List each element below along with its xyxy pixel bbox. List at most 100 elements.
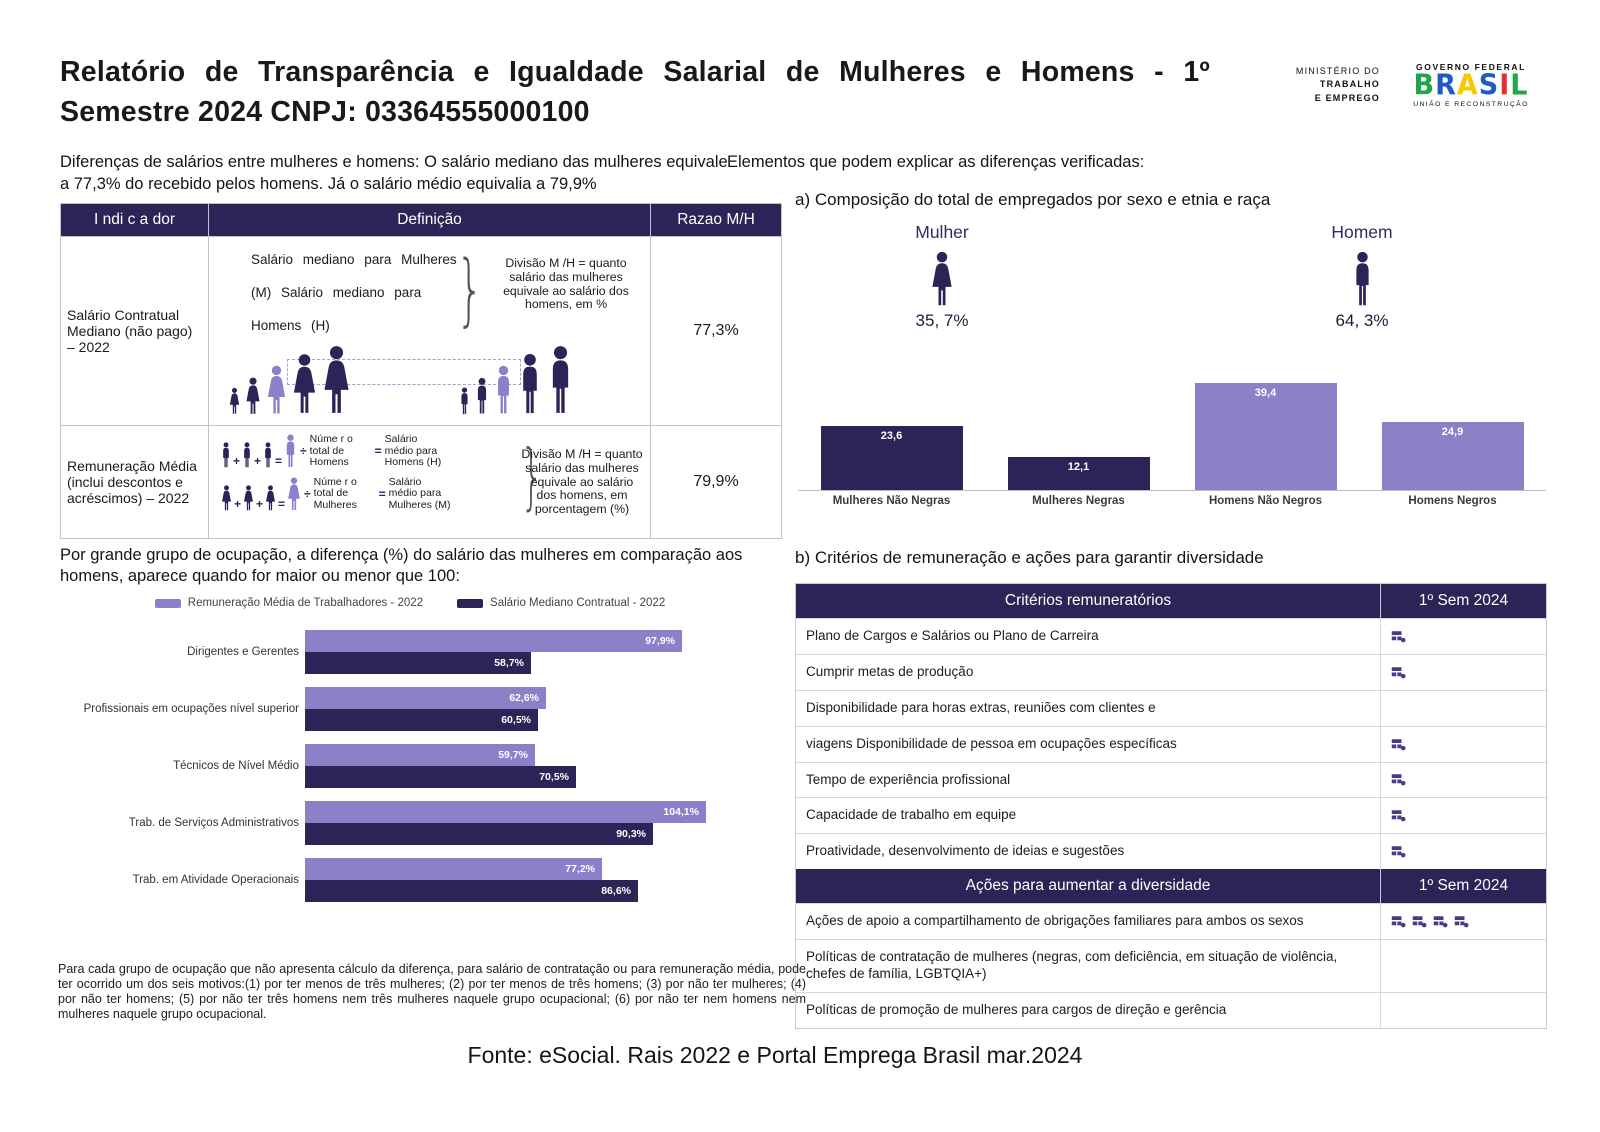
bar: 24,9 <box>1381 422 1524 490</box>
man-icon <box>547 345 574 415</box>
criteria-label: Proatividade, desenvolvimento de ideias … <box>796 834 1381 870</box>
women-pictogram-group <box>229 345 351 415</box>
definition-cell: + + = ÷ Núme r o total de Homens = Salário… <box>209 426 651 538</box>
men-pictogram-group <box>459 345 574 415</box>
table-row: Capacidade de trabalho em equipe <box>796 797 1546 834</box>
women-icons: + + = <box>221 477 301 511</box>
table-row: Políticas de contratação de mulheres (ne… <box>796 939 1546 992</box>
table-row: Proatividade, desenvolvimento de ideias … <box>796 833 1546 870</box>
legend-item: Remuneração Média de Trabalhadores - 202… <box>154 597 423 609</box>
criteria-marks <box>1381 763 1546 798</box>
bar: 86,6% <box>305 880 638 902</box>
chart-group-row: Profissionais em ocupações nível superio… <box>60 687 800 731</box>
equation-result: Salário médio para Homens (H) <box>384 433 442 469</box>
mulher-label: Mulher <box>915 222 969 242</box>
criteria-label: Ações de apoio a compartilhamento de obr… <box>796 904 1381 939</box>
man-icon <box>221 442 231 468</box>
chart-plot-area: 23,6 12,1 39,4 24,9 <box>798 368 1546 491</box>
definition-line: (M) Salário mediano para <box>251 284 422 300</box>
footnote-text: Para cada grupo de ocupação que não apre… <box>58 962 806 1021</box>
bar-value-label: 60,5% <box>501 714 531 726</box>
section-header-period: 1º Sem 2024 <box>1418 592 1509 609</box>
bar-column: 39,4 <box>1172 383 1359 490</box>
group-bars: 59,7% 70,5% <box>305 744 800 788</box>
bar: 58,7% <box>305 652 531 674</box>
bar: 60,5% <box>305 709 538 731</box>
criteria-marks <box>1381 655 1546 690</box>
brace-glyph: } <box>456 245 484 335</box>
equation-mulheres: + + = ÷ Núme r o total de Mulheres = Salár… <box>221 475 511 512</box>
equals-sign: = <box>278 496 286 511</box>
definition-cell: Salário mediano para Mulheres (M) Salári… <box>209 237 651 425</box>
page-title: Relatório de Transparência e Igualdade S… <box>60 56 1210 129</box>
intro-text-right: Elementos que podem explicar as diferenç… <box>727 153 1145 171</box>
mulher-value: 35, 7% <box>915 311 969 330</box>
indicator-table-header: I ndi c a dor Definição Razao M/H <box>61 204 781 236</box>
bar-column: 23,6 <box>798 426 985 490</box>
bar-value-label: 70,5% <box>539 771 569 783</box>
woman-icon <box>229 387 240 415</box>
criteria-check-icon <box>1391 844 1406 859</box>
criteria-label: Políticas de promoção de mulheres para c… <box>796 992 1381 1028</box>
ministry-line2: TRABALHO <box>1319 79 1380 90</box>
section-header-label: Ações para aumentar a diversidade <box>796 869 1381 904</box>
bar-value-label: 39,4 <box>1254 387 1277 399</box>
criteria-marks <box>1381 619 1546 654</box>
equals-sign: = <box>275 454 283 469</box>
criteria-marks <box>1381 993 1546 1028</box>
criteria-table: Critérios remuneratórios 1º Sem 2024 Plano… <box>795 583 1547 1029</box>
ratio-value: 77,3% <box>693 322 739 339</box>
table-row: Cumprir metas de produção <box>796 653 1546 690</box>
criteria-marks <box>1381 940 1546 992</box>
criteria-check-icon <box>1391 914 1406 929</box>
header-definicao: Definição <box>209 204 651 236</box>
brasil-letter: S <box>1478 69 1500 102</box>
bar: 39,4 <box>1194 383 1337 490</box>
woman-icon <box>266 365 287 415</box>
woman-icon <box>243 485 254 511</box>
table-row: Plano de Cargos e Salários ou Plano de C… <box>796 618 1546 654</box>
chart-category-labels: Mulheres Não Negras Mulheres Negras Homens… <box>798 495 1546 507</box>
occupation-chart-legend: Remuneração Média de Trabalhadores - 202… <box>60 597 760 609</box>
ratio-value: 79,9% <box>693 473 739 490</box>
criteria-section-header: Critérios remuneratórios 1º Sem 2024 <box>796 584 1546 618</box>
ministry-logo: MINISTÉRIO DO TRABALHO E EMPREGO <box>1268 65 1380 106</box>
bar: 59,7% <box>305 744 535 766</box>
bar: 70,5% <box>305 766 576 788</box>
bar-value-label: 23,6 <box>880 430 903 442</box>
table-row: Salário Contratual Mediano (não pago) – … <box>61 236 781 425</box>
bar: 97,9% <box>305 630 682 652</box>
gov-logo-bottom-text: UNIÃO E RECONSTRUÇÃO <box>1413 101 1529 109</box>
bar-value-label: 97,9% <box>645 635 675 647</box>
equals-sign: = <box>378 486 386 501</box>
table-row: Ações de apoio a compartilhamento de obr… <box>796 903 1546 939</box>
category-label: Mulheres Não Negras <box>832 495 951 507</box>
plus-sign: + <box>233 454 241 469</box>
table-row: Políticas de promoção de mulheres para c… <box>796 991 1546 1028</box>
criteria-marks <box>1381 727 1546 762</box>
woman-icon <box>245 377 261 415</box>
bar: 77,2% <box>305 858 602 880</box>
header-logos: MINISTÉRIO DO TRABALHO E EMPREGO GOVERNO… <box>1268 62 1558 108</box>
woman-icon <box>221 485 232 511</box>
indicator-table: I ndi c a dor Definição Razao M/H Salári… <box>60 203 782 539</box>
equation-result: Salário médio para Mulheres (M) <box>388 475 451 511</box>
definition-explanation: Divisão M /H = quanto salário das mulher… <box>503 256 629 312</box>
divide-sign: ÷ <box>300 444 307 459</box>
legend-swatch <box>457 598 484 608</box>
bar: 12,1 <box>1007 457 1150 490</box>
woman-icon <box>292 353 317 415</box>
brasil-letter: B <box>1413 69 1436 102</box>
definition-explanation: Divisão M /H = quanto salário das mulher… <box>521 447 643 517</box>
gov-logo-top-text: GOVERNO FEDERAL <box>1416 62 1526 72</box>
equations: + + = ÷ Núme r o total de Homens = Salário… <box>221 433 511 512</box>
woman-icon <box>265 485 276 511</box>
brasil-letter: R <box>1435 69 1457 102</box>
table-row: Tempo de experiência profissional <box>796 761 1546 798</box>
category-label: Homens Não Negros <box>1208 495 1323 507</box>
table-row: viagens Disponibilidade de pessoa em ocu… <box>796 725 1546 762</box>
criteria-label: viagens Disponibilidade de pessoa em ocu… <box>796 726 1381 762</box>
homem-value: 64, 3% <box>1335 311 1389 330</box>
bar-value-label: 90,3% <box>616 828 646 840</box>
